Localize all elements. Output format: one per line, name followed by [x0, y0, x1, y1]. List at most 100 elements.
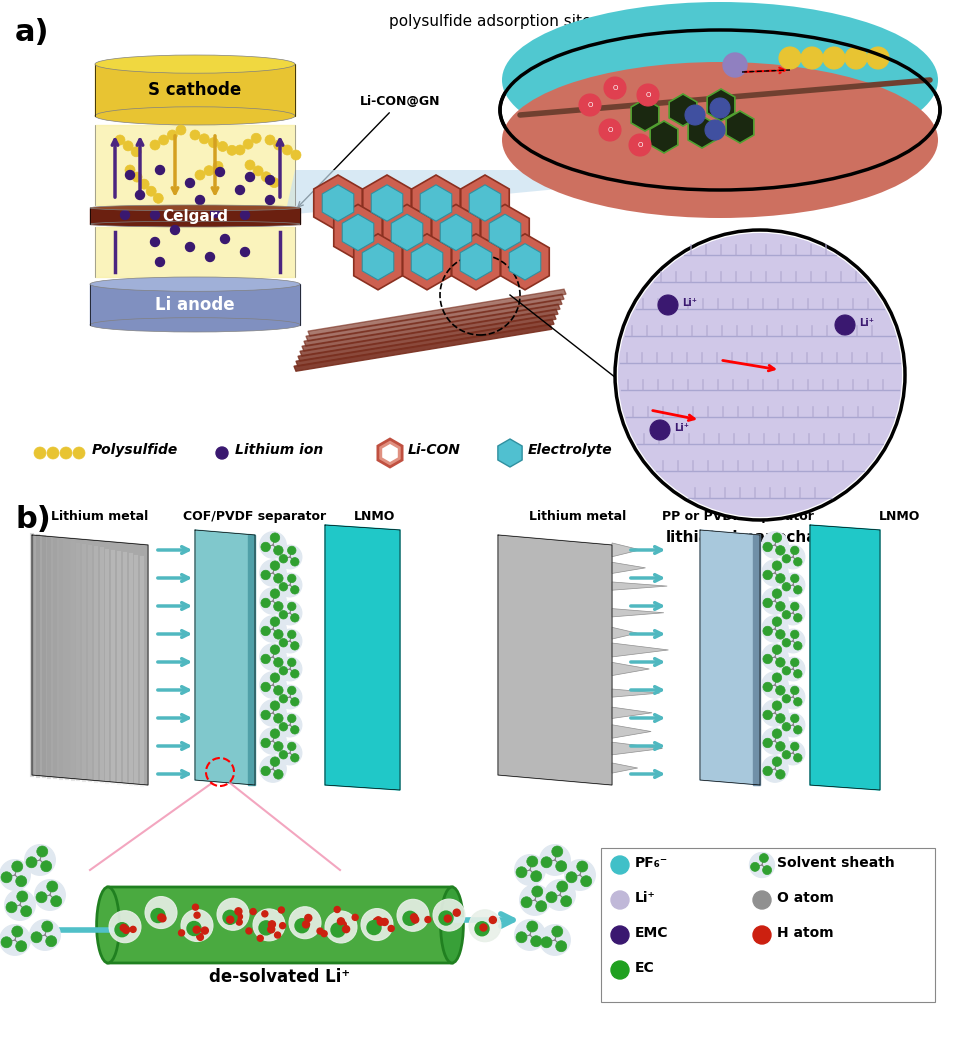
Circle shape	[325, 911, 357, 943]
Circle shape	[723, 53, 747, 77]
Ellipse shape	[90, 318, 300, 332]
Circle shape	[226, 916, 233, 923]
Circle shape	[209, 137, 219, 148]
Text: COF/PVDF separator: COF/PVDF separator	[183, 509, 326, 523]
Circle shape	[227, 145, 237, 155]
Circle shape	[235, 908, 242, 914]
Circle shape	[197, 934, 204, 941]
Polygon shape	[612, 543, 640, 557]
Circle shape	[274, 932, 280, 938]
Circle shape	[115, 923, 129, 937]
Circle shape	[710, 98, 730, 118]
Circle shape	[781, 545, 805, 569]
Polygon shape	[90, 208, 300, 224]
Circle shape	[761, 644, 788, 670]
Circle shape	[16, 875, 26, 887]
Polygon shape	[306, 294, 564, 341]
Polygon shape	[669, 94, 697, 126]
Circle shape	[193, 926, 200, 933]
Circle shape	[629, 134, 651, 156]
Circle shape	[650, 420, 670, 440]
Circle shape	[270, 701, 279, 710]
Circle shape	[46, 935, 57, 947]
Circle shape	[433, 900, 465, 931]
Circle shape	[178, 930, 184, 935]
Circle shape	[782, 555, 791, 563]
Circle shape	[794, 698, 802, 706]
Circle shape	[279, 667, 288, 675]
Circle shape	[791, 659, 799, 667]
Text: lithiated-nanochannel: lithiated-nanochannel	[665, 530, 855, 545]
Circle shape	[262, 911, 268, 916]
Circle shape	[772, 701, 782, 710]
Text: EMC: EMC	[635, 926, 668, 940]
Circle shape	[268, 926, 274, 933]
Circle shape	[611, 926, 629, 944]
Circle shape	[751, 863, 760, 871]
Circle shape	[781, 713, 805, 737]
Ellipse shape	[95, 55, 295, 73]
Circle shape	[47, 880, 58, 892]
Circle shape	[361, 909, 393, 941]
Circle shape	[287, 602, 296, 611]
Polygon shape	[296, 319, 554, 366]
Circle shape	[60, 447, 72, 459]
Circle shape	[270, 589, 279, 598]
Circle shape	[540, 925, 570, 956]
Circle shape	[37, 846, 48, 857]
Ellipse shape	[441, 887, 464, 963]
Circle shape	[531, 935, 542, 947]
Circle shape	[270, 533, 279, 542]
Polygon shape	[195, 530, 255, 785]
Polygon shape	[294, 324, 552, 371]
Circle shape	[290, 698, 299, 706]
Circle shape	[279, 923, 285, 929]
Polygon shape	[298, 314, 556, 361]
Circle shape	[262, 171, 271, 182]
Polygon shape	[285, 170, 600, 215]
Circle shape	[24, 845, 56, 875]
Circle shape	[762, 866, 771, 874]
Circle shape	[340, 922, 346, 927]
Circle shape	[279, 750, 288, 759]
Circle shape	[794, 754, 802, 762]
Circle shape	[273, 657, 283, 667]
Circle shape	[278, 657, 302, 681]
Polygon shape	[612, 609, 663, 617]
Circle shape	[42, 921, 53, 932]
Polygon shape	[612, 663, 650, 675]
Polygon shape	[810, 525, 880, 790]
Circle shape	[287, 546, 296, 555]
Circle shape	[290, 669, 299, 678]
Circle shape	[775, 574, 785, 583]
Circle shape	[772, 589, 782, 598]
Circle shape	[246, 172, 255, 182]
Circle shape	[425, 916, 431, 923]
Circle shape	[835, 315, 855, 335]
Circle shape	[761, 588, 788, 614]
Text: Li⁺: Li⁺	[674, 423, 689, 433]
Text: O: O	[637, 142, 643, 148]
Circle shape	[279, 555, 288, 563]
Circle shape	[122, 926, 129, 933]
Circle shape	[151, 210, 160, 220]
Circle shape	[279, 694, 288, 703]
Circle shape	[287, 630, 296, 638]
Circle shape	[791, 715, 799, 723]
Circle shape	[762, 626, 772, 635]
Circle shape	[775, 686, 785, 696]
Text: O: O	[645, 92, 651, 98]
Polygon shape	[371, 185, 403, 221]
Text: Li-CON: Li-CON	[408, 443, 461, 457]
Circle shape	[527, 921, 538, 932]
Polygon shape	[612, 763, 638, 773]
Circle shape	[213, 162, 223, 171]
Circle shape	[775, 630, 785, 639]
Polygon shape	[708, 89, 735, 120]
Circle shape	[291, 150, 301, 160]
Circle shape	[541, 937, 552, 948]
Circle shape	[115, 135, 125, 145]
Circle shape	[552, 926, 563, 937]
Circle shape	[761, 560, 788, 587]
Circle shape	[403, 911, 417, 925]
